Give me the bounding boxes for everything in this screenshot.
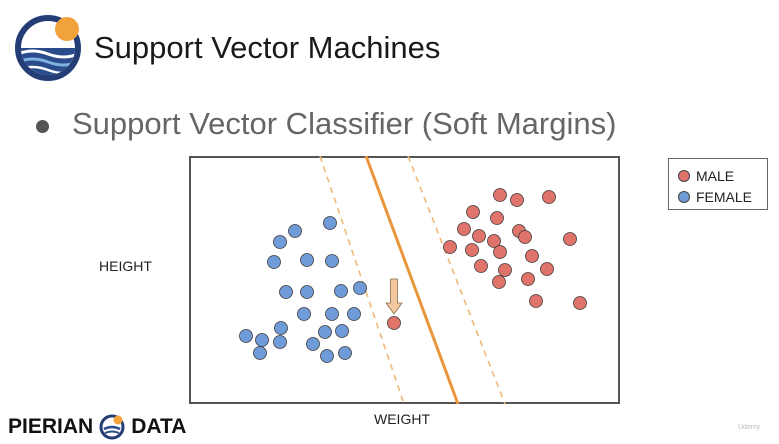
data-point-female [300,285,314,299]
slide-title: Support Vector Machines [94,30,441,65]
data-point-male [487,234,501,248]
data-point-male [498,263,512,277]
data-point-male [542,190,556,204]
data-point-female [338,346,352,360]
data-point-male [529,294,543,308]
data-point-female [300,253,314,267]
data-point-male [563,232,577,246]
data-point-male [474,259,488,273]
data-point-male [518,230,532,244]
legend-swatch-female [678,191,690,203]
data-point-male [525,249,539,263]
data-point-female [255,333,269,347]
y-axis-label: HEIGHT [99,258,152,274]
legend-item-female: FEMALE [678,188,752,206]
data-point-female [320,349,334,363]
misclassified-arrow-icon [385,278,403,315]
legend-item-male: MALE [678,167,734,185]
data-point-male [387,316,401,330]
data-point-female [335,324,349,338]
legend: MALE FEMALE [668,158,768,210]
data-point-male [472,229,486,243]
data-point-female [267,255,281,269]
data-point-female [353,281,367,295]
data-point-male [466,205,480,219]
data-point-male [493,245,507,259]
brand-right: DATA [131,415,187,438]
data-point-male [490,211,504,225]
data-point-male [465,243,479,257]
data-point-female [273,235,287,249]
bullet-dot [36,120,49,133]
data-point-female [318,325,332,339]
data-point-female [239,329,253,343]
watermark: Udemy [738,424,761,431]
data-point-female [253,346,267,360]
data-point-female [306,337,320,351]
data-point-female [334,284,348,298]
data-point-male [443,240,457,254]
bullet-text: Support Vector Classifier (Soft Margins) [72,106,617,141]
pierian-logo-icon [15,15,81,81]
data-point-male [521,272,535,286]
data-point-female [325,307,339,321]
data-point-female [297,307,311,321]
x-axis-label: WEIGHT [374,411,430,427]
svm-scatter-plot [189,156,620,404]
data-point-male [510,193,524,207]
legend-swatch-male [678,170,690,182]
legend-label-male: MALE [696,168,735,184]
data-point-female [273,335,287,349]
annotation-arrow [385,278,403,315]
data-point-male [540,262,554,276]
data-point-female [347,307,361,321]
data-point-female [279,285,293,299]
data-point-female [274,321,288,335]
legend-label-female: FEMALE [696,189,753,205]
brand-mark-icon [99,414,125,440]
data-point-female [323,216,337,230]
data-point-male [457,222,471,236]
margin-line-right [407,156,506,404]
data-point-male [573,296,587,310]
data-point-female [325,254,339,268]
data-point-male [492,275,506,289]
data-point-male [493,188,507,202]
data-point-female [288,224,302,238]
decision-boundary-line [364,156,460,404]
footer-logo: PIERIAN DATA [8,414,186,440]
brand-left: PIERIAN [8,415,94,438]
